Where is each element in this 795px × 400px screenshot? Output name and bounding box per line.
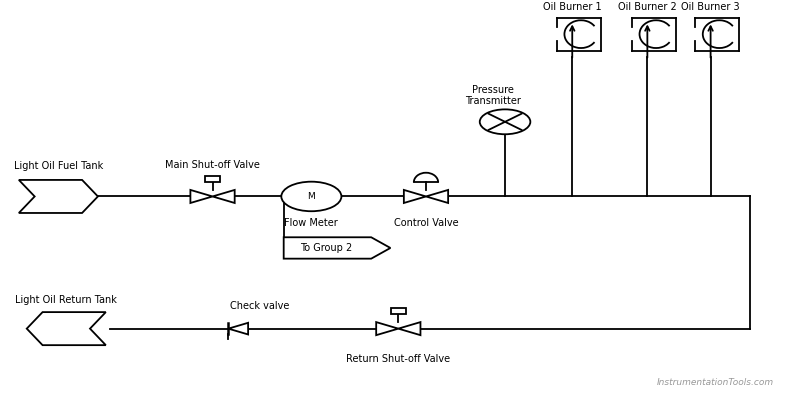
Text: Check valve: Check valve — [231, 301, 289, 311]
Text: Return Shut-off Valve: Return Shut-off Valve — [347, 354, 451, 364]
Polygon shape — [398, 322, 421, 335]
Text: Light Oil Return Tank: Light Oil Return Tank — [15, 294, 117, 304]
Circle shape — [281, 182, 341, 211]
Text: M: M — [308, 192, 316, 201]
Text: Control Valve: Control Valve — [394, 218, 458, 228]
Bar — [205, 176, 220, 182]
Polygon shape — [284, 237, 390, 259]
Text: InstrumentationTools.com: InstrumentationTools.com — [657, 378, 774, 387]
Text: Oil Burner 1: Oil Burner 1 — [543, 2, 602, 12]
Text: Pressure
Transmitter: Pressure Transmitter — [465, 85, 522, 106]
Polygon shape — [19, 180, 98, 213]
Polygon shape — [426, 190, 448, 203]
Text: To Group 2: To Group 2 — [301, 243, 352, 253]
Polygon shape — [376, 322, 398, 335]
Text: Oil Burner 2: Oil Burner 2 — [618, 2, 677, 12]
Polygon shape — [228, 323, 248, 334]
Text: Oil Burner 3: Oil Burner 3 — [681, 2, 740, 12]
Bar — [390, 308, 406, 314]
Polygon shape — [191, 190, 212, 203]
Polygon shape — [404, 190, 426, 203]
Text: Main Shut-off Valve: Main Shut-off Valve — [165, 160, 260, 170]
Polygon shape — [212, 190, 235, 203]
Text: Light Oil Fuel Tank: Light Oil Fuel Tank — [14, 161, 103, 171]
Polygon shape — [27, 312, 106, 345]
Text: Flow Meter: Flow Meter — [285, 218, 338, 228]
Circle shape — [479, 109, 530, 134]
